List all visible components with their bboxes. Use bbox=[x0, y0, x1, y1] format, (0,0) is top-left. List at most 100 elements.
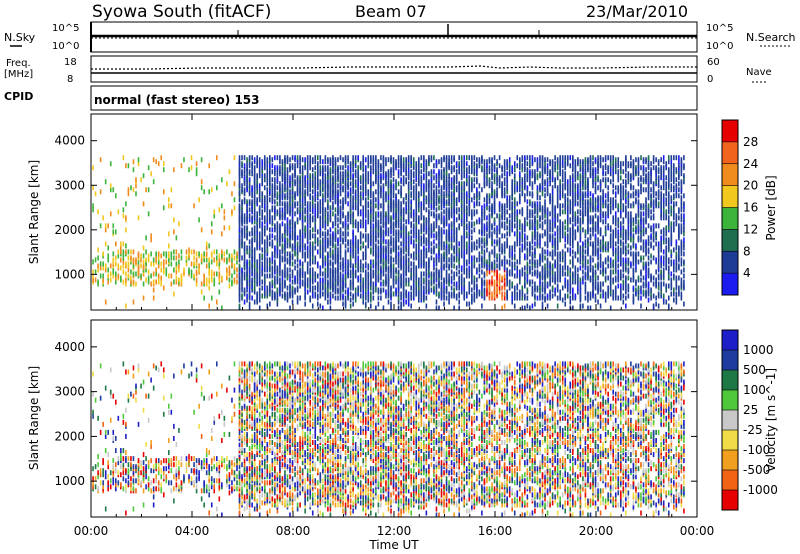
power-cell bbox=[289, 157, 291, 163]
power-cell bbox=[339, 165, 342, 171]
power-cell bbox=[241, 267, 243, 273]
power-cell bbox=[269, 227, 271, 233]
power-cell bbox=[390, 255, 392, 261]
power-cell bbox=[496, 239, 498, 245]
power-cell bbox=[372, 239, 375, 245]
power-cell bbox=[208, 285, 211, 291]
power-cell bbox=[274, 199, 276, 205]
power-cell bbox=[453, 305, 455, 311]
power-cell bbox=[440, 169, 443, 175]
power-cell bbox=[503, 177, 506, 183]
power-cell bbox=[241, 205, 243, 211]
power-cell bbox=[162, 285, 165, 291]
power-cell bbox=[511, 269, 514, 275]
power-cell bbox=[306, 261, 309, 267]
power-cell bbox=[468, 165, 471, 171]
power-cell bbox=[460, 155, 463, 161]
power-cell bbox=[498, 245, 501, 251]
power-cell bbox=[233, 277, 236, 283]
power-cell bbox=[410, 235, 413, 241]
power-cell bbox=[511, 291, 514, 297]
power-cell bbox=[142, 201, 145, 207]
power-cell bbox=[397, 283, 400, 289]
power-cell bbox=[417, 297, 420, 303]
power-cell bbox=[445, 285, 448, 291]
power-cell bbox=[294, 221, 296, 227]
power-cell bbox=[155, 251, 157, 257]
power-cell bbox=[468, 209, 471, 215]
power-cell bbox=[460, 181, 463, 187]
power-cell bbox=[367, 159, 370, 165]
power-cell bbox=[425, 287, 428, 293]
power-cell bbox=[425, 303, 428, 309]
power-cell bbox=[405, 289, 407, 295]
power-cell bbox=[269, 233, 271, 239]
power-cell bbox=[526, 167, 529, 173]
power-cell bbox=[410, 291, 413, 297]
power-cell bbox=[349, 239, 352, 245]
power-cell bbox=[367, 201, 370, 207]
power-cell bbox=[357, 263, 359, 269]
power-cell bbox=[529, 241, 531, 247]
power-cell bbox=[395, 287, 397, 293]
power-cell bbox=[412, 261, 415, 267]
power-cell bbox=[448, 263, 450, 269]
power-cell bbox=[314, 165, 317, 171]
power-cell bbox=[213, 277, 216, 283]
power-cell bbox=[286, 257, 289, 263]
power-cell bbox=[309, 193, 312, 199]
power-cell bbox=[440, 185, 443, 191]
power-cell bbox=[332, 221, 334, 227]
power-cell bbox=[316, 179, 319, 185]
n-sky-tick-top: 10^5 bbox=[52, 23, 79, 34]
power-cell bbox=[420, 211, 423, 217]
power-cell bbox=[256, 173, 258, 179]
power-cell bbox=[463, 217, 466, 223]
power-cell bbox=[162, 167, 165, 173]
power-cell bbox=[382, 211, 385, 217]
power-cell bbox=[478, 229, 481, 235]
power-cell bbox=[168, 273, 170, 279]
power-cell bbox=[347, 155, 349, 161]
power-cell bbox=[266, 257, 269, 263]
power-cell bbox=[223, 209, 226, 215]
power-cell bbox=[387, 271, 390, 277]
power-cell bbox=[402, 263, 405, 269]
power-cell bbox=[337, 207, 339, 213]
power-cell bbox=[364, 165, 367, 171]
power-cell bbox=[521, 163, 524, 169]
power-cell bbox=[498, 237, 501, 243]
power-cell bbox=[266, 157, 269, 163]
power-cell bbox=[531, 285, 534, 291]
power-cell bbox=[417, 161, 420, 167]
power-cell bbox=[445, 239, 448, 245]
power-cell bbox=[506, 209, 508, 215]
power-cell bbox=[359, 245, 362, 251]
power-cell bbox=[458, 169, 460, 175]
power-cell bbox=[473, 183, 476, 189]
power-cell bbox=[387, 255, 390, 261]
power-cell bbox=[503, 163, 506, 169]
power-cell bbox=[289, 277, 291, 283]
power-cell bbox=[120, 245, 122, 251]
power-cell bbox=[354, 169, 357, 175]
power-cell bbox=[132, 263, 135, 269]
power-cell bbox=[448, 243, 450, 249]
power-cell bbox=[334, 173, 337, 179]
power-cell bbox=[324, 189, 327, 195]
power-cell bbox=[352, 237, 354, 243]
power-cell bbox=[173, 279, 175, 285]
power-cell bbox=[385, 161, 387, 167]
power-cell bbox=[468, 239, 471, 245]
power-cell bbox=[385, 245, 387, 251]
power-cell bbox=[362, 241, 365, 247]
power-cell bbox=[453, 175, 455, 181]
power-cell bbox=[301, 189, 304, 195]
power-cell bbox=[296, 295, 299, 301]
power-cell bbox=[286, 201, 289, 207]
power-cell bbox=[428, 203, 430, 209]
power-cell bbox=[274, 155, 276, 161]
power-cell bbox=[162, 205, 165, 211]
power-cell bbox=[248, 169, 251, 175]
power-cell bbox=[122, 259, 125, 265]
